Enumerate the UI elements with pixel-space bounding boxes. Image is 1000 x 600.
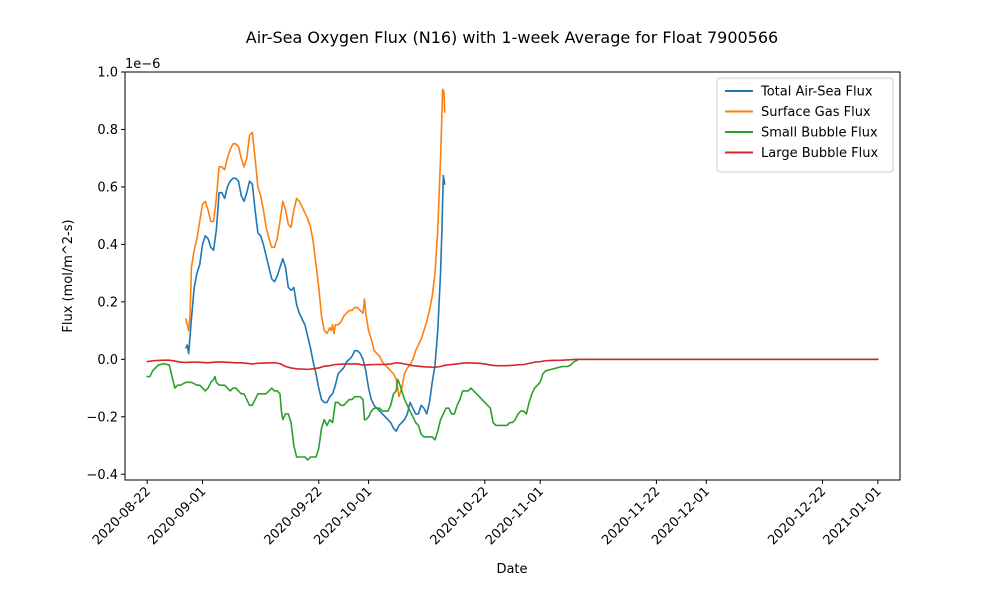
axes-frame [124,71,901,481]
y-offset-label: 1e−6 [125,57,160,72]
x-axis-title: Date [496,562,527,577]
legend-label-small-bubble-flux: Small Bubble Flux [761,126,878,141]
series-line-large-bubble-flux [146,358,879,371]
legend: Total Air-Sea Flux Surface Gas Flux Small … [716,77,894,173]
y-tick-label: −0.2 [86,410,118,425]
legend-label-surface-gas-flux: Surface Gas Flux [761,105,871,120]
x-tick-label: 2020-09-01 [145,484,209,548]
x-tick-label: 2021-01-01 [821,484,885,548]
series-line-surface-gas-flux [185,88,446,398]
y-tick-label: 0.8 [97,123,118,138]
series-line-small-bubble-flux [146,358,879,461]
x-tick-label: 2020-12-22 [765,484,829,548]
legend-box [716,77,894,173]
y-tick-label: 0.2 [97,295,118,310]
x-tick-label: 2020-11-01 [483,484,547,548]
chart-title: Air-Sea Oxygen Flux (N16) with 1-week Av… [246,28,778,47]
y-axis-title: Flux (mol/m^2-s) [61,219,76,332]
x-tick-label: 2020-10-22 [428,484,492,548]
y-tick-label: −0.4 [86,468,118,483]
y-tick-label: 1.0 [97,66,118,81]
x-tick-label: 2020-08-22 [90,484,154,548]
y-tick-label: 0.0 [97,353,118,368]
series-line-total-air-sea-flux [185,174,446,432]
y-tick-label: 0.4 [97,238,118,253]
legend-label-large-bubble-flux: Large Bubble Flux [761,146,878,161]
plot-area [146,88,879,461]
legend-label-total-air-sea-flux: Total Air-Sea Flux [760,85,873,100]
y-tick-label: 0.6 [97,180,118,195]
